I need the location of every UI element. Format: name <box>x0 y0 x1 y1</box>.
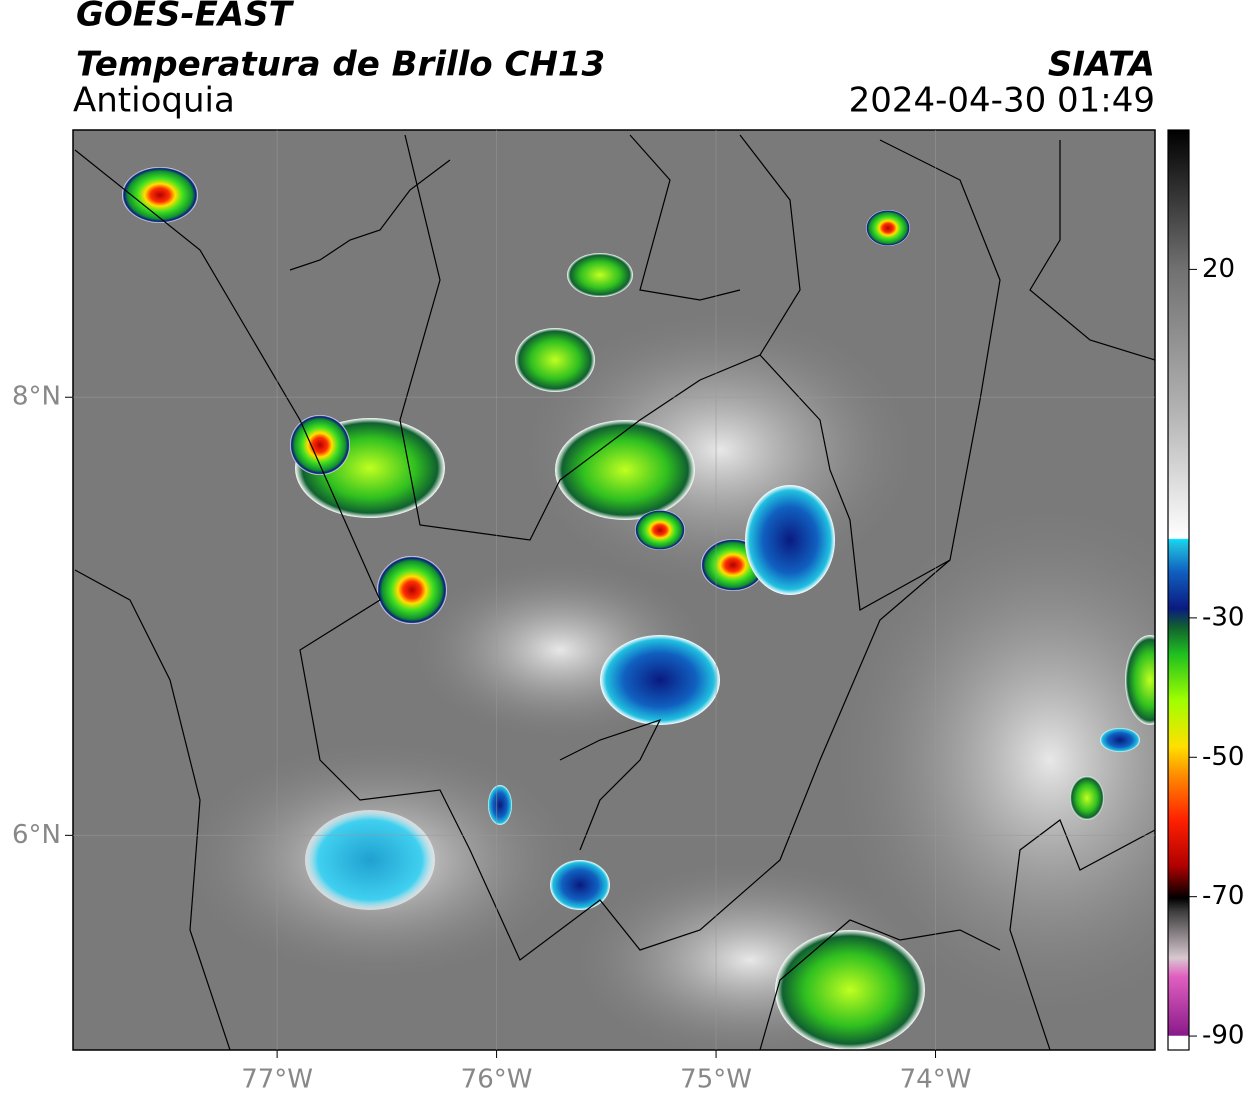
colorbar <box>1167 129 1190 1051</box>
subtitle: Temperatura de Brillo CH13 <box>76 45 605 85</box>
colorbar-tick-label: -30 <box>1202 602 1244 632</box>
colorbar-tick-label: -90 <box>1202 1021 1244 1051</box>
colorbar-tick-label: 20 <box>1202 254 1235 284</box>
y-tick-label: 6°N <box>12 820 61 850</box>
x-tick-label: 77°W <box>241 1065 313 1095</box>
x-tick-label: 76°W <box>461 1065 533 1095</box>
y-tick-label: 8°N <box>12 382 61 412</box>
x-tick-label: 75°W <box>680 1065 752 1095</box>
colorbar-tick-label: -70 <box>1202 881 1244 911</box>
x-tick-label: 74°W <box>900 1065 972 1095</box>
title: GOES-EAST <box>76 0 295 35</box>
source: SIATA <box>1048 45 1155 85</box>
region: Antioquia <box>73 81 235 121</box>
map-frame <box>72 129 1156 1051</box>
colorbar-tick-label: -50 <box>1202 742 1244 772</box>
map-imagery <box>73 130 1155 1050</box>
datetime: 2024-04-30 01:49 <box>849 81 1155 121</box>
boundaries <box>74 134 1155 1050</box>
